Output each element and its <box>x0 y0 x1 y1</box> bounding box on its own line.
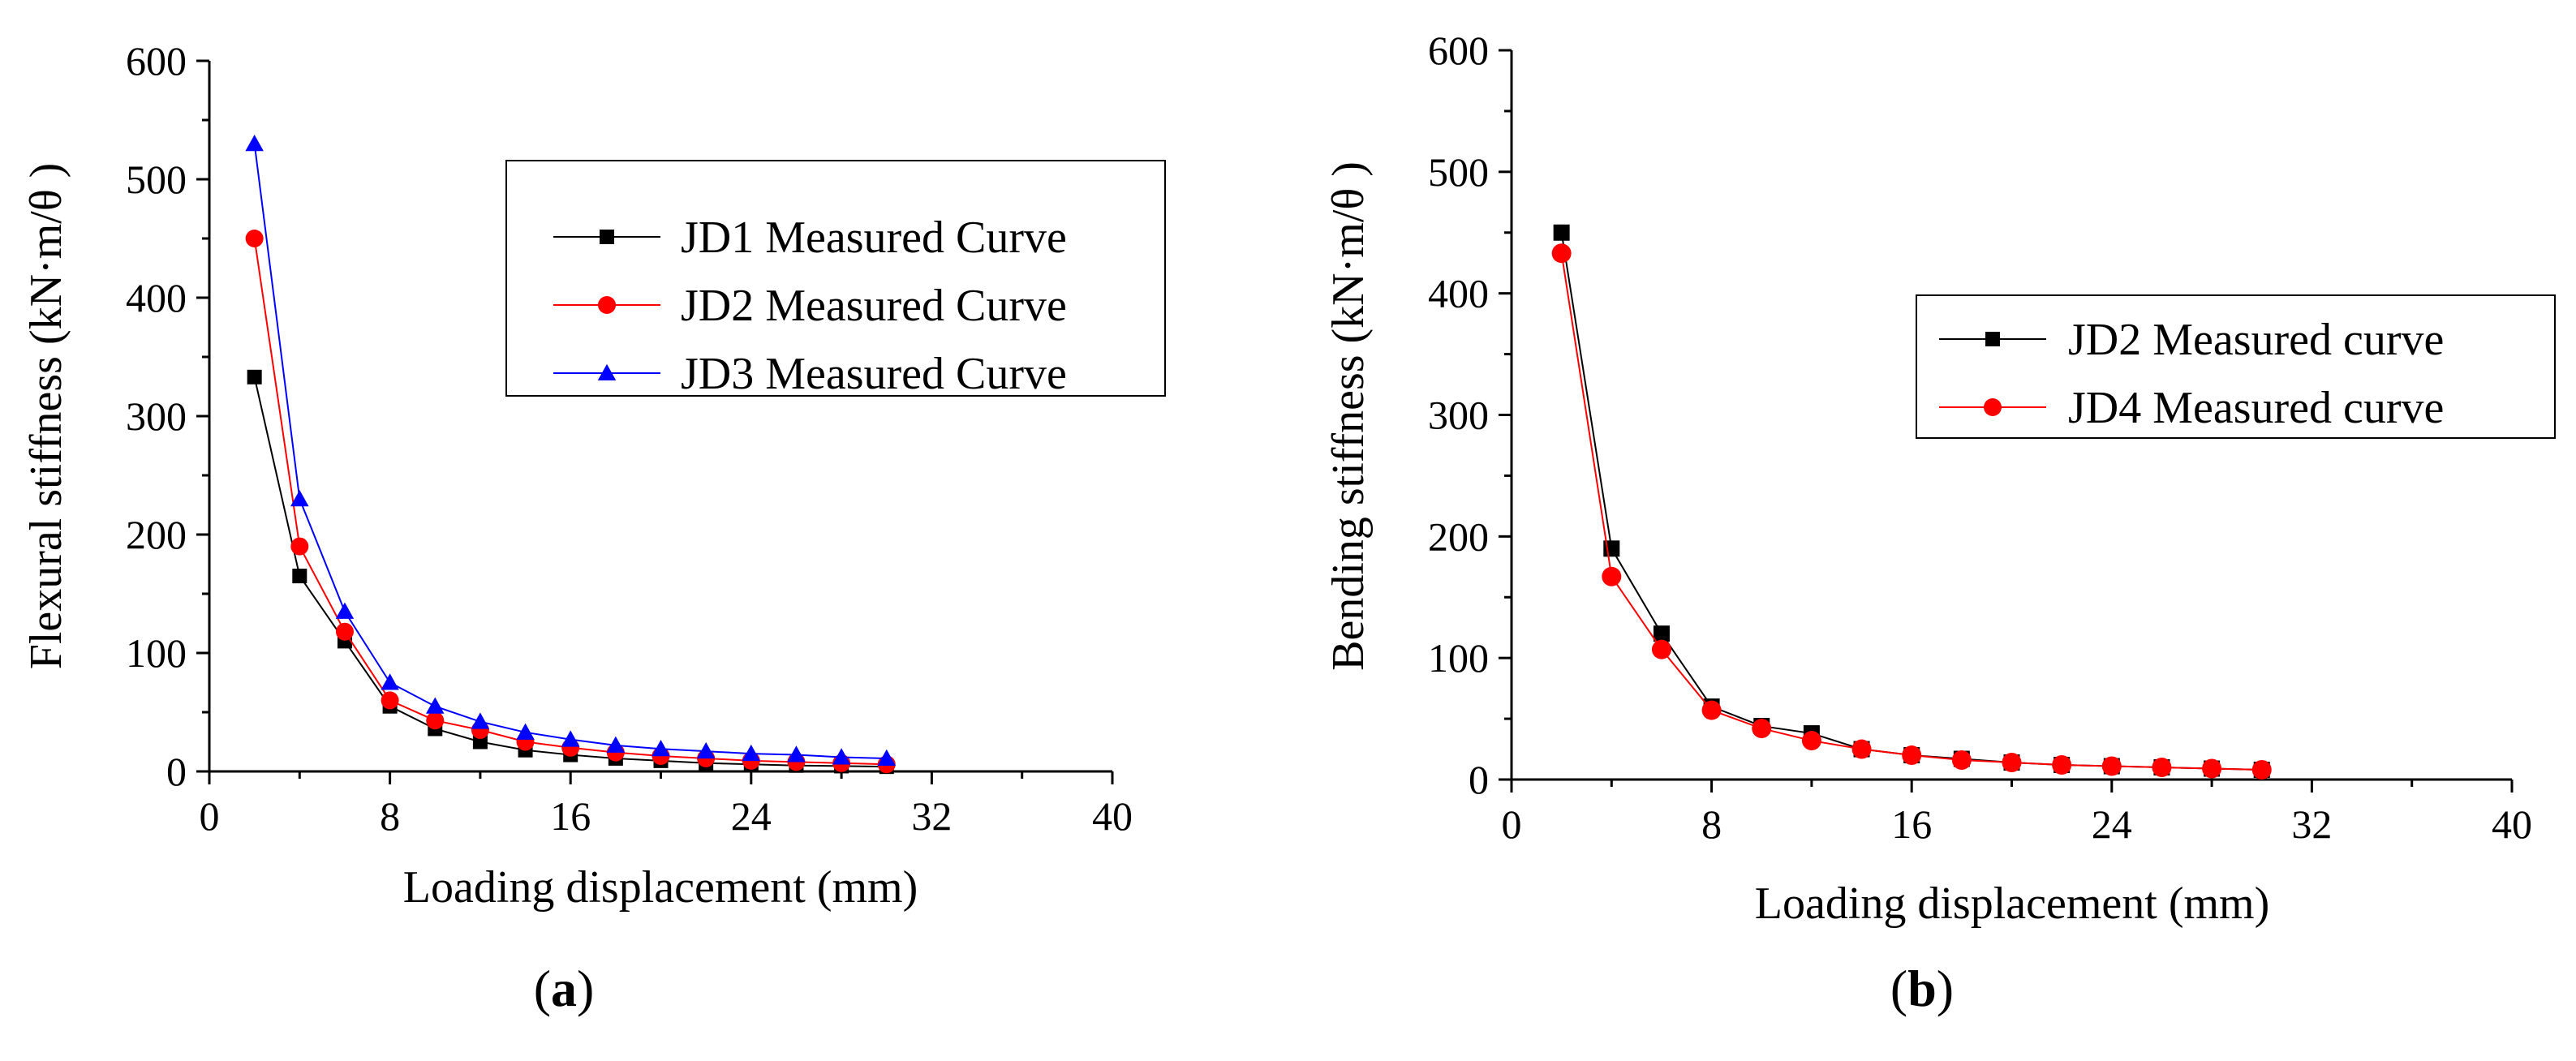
x-tick-label: 24 <box>731 793 772 839</box>
panel-label-paren: ( <box>534 960 551 1017</box>
data-point <box>245 230 264 247</box>
legend-marker <box>600 230 614 244</box>
data-point <box>2202 758 2222 779</box>
x-tick-label: 8 <box>380 793 400 839</box>
y-tick-label: 600 <box>1428 28 1489 73</box>
y-tick-label: 200 <box>126 512 187 557</box>
x-tick-label: 0 <box>1502 801 1522 847</box>
y-axis-title: Flexural stiffness (kN·m/θ ) <box>21 163 71 670</box>
data-point <box>787 745 806 762</box>
data-point <box>381 691 399 710</box>
data-point <box>1553 224 1570 241</box>
data-point <box>1701 700 1722 720</box>
legend-marker <box>598 296 616 314</box>
y-tick-label: 300 <box>1428 393 1489 438</box>
data-point <box>1551 243 1572 264</box>
legend-label: JD1 Measured Curve <box>681 213 1067 263</box>
data-point <box>471 712 490 729</box>
legend-label: JD2 Measured Curve <box>681 281 1067 331</box>
data-point <box>2101 756 2122 776</box>
data-point <box>742 744 761 762</box>
x-tick-label: 8 <box>1701 801 1722 847</box>
y-tick-label: 300 <box>126 393 187 439</box>
data-point <box>696 741 716 759</box>
data-point <box>606 736 626 753</box>
data-point <box>1902 745 1922 766</box>
data-point <box>1602 566 1622 586</box>
legend-box <box>1916 294 2556 439</box>
legend-marker <box>597 363 617 380</box>
data-point <box>1951 750 1972 771</box>
y-tick-label: 500 <box>1428 149 1489 195</box>
data-point <box>1653 625 1670 642</box>
data-point <box>245 134 264 152</box>
data-point <box>1851 739 1872 759</box>
panel-label: (b) <box>1890 960 1954 1017</box>
x-tick-label: 32 <box>2291 801 2332 847</box>
y-tick-label: 100 <box>126 630 187 676</box>
y-tick-label: 400 <box>126 275 187 320</box>
panel-label-paren: ( <box>1890 960 1907 1017</box>
x-tick-label: 0 <box>200 793 220 839</box>
legend-marker <box>1984 398 2002 416</box>
x-axis-title: Loading displacement (mm) <box>1755 878 2269 929</box>
data-point <box>877 749 896 766</box>
data-point <box>2002 753 2022 773</box>
y-axis-title: Bending stiffness (kN·m/θ ) <box>1323 161 1374 671</box>
data-point <box>1651 639 1671 659</box>
data-point <box>290 537 309 556</box>
panel-label: (a) <box>534 960 595 1017</box>
data-point <box>381 673 399 690</box>
legend-marker <box>1985 332 2000 346</box>
y-tick-label: 0 <box>1469 757 1489 802</box>
legend-box <box>505 160 1166 397</box>
legend-label: JD2 Measured curve <box>2068 315 2444 365</box>
y-tick-label: 0 <box>166 749 187 794</box>
x-axis-title: Loading displacement (mm) <box>403 862 918 913</box>
x-tick-label: 40 <box>2492 801 2532 847</box>
data-point <box>247 369 262 384</box>
panel-label-paren: ) <box>1937 960 1954 1017</box>
legend-label: JD4 Measured curve <box>2068 383 2444 433</box>
data-point <box>2052 755 2072 775</box>
x-tick-label: 32 <box>911 793 952 839</box>
x-tick-label: 16 <box>1891 801 1932 847</box>
x-tick-label: 40 <box>1092 793 1133 839</box>
data-point <box>335 602 355 619</box>
y-tick-label: 600 <box>126 38 187 84</box>
data-point <box>2251 760 2272 780</box>
series-line <box>253 376 887 768</box>
legend-label: JD3 Measured Curve <box>681 349 1067 399</box>
data-point <box>472 734 488 750</box>
y-tick-label: 400 <box>1428 271 1489 316</box>
data-point <box>335 622 354 641</box>
y-tick-label: 500 <box>126 157 187 202</box>
x-tick-label: 16 <box>550 793 591 839</box>
data-point <box>426 697 445 714</box>
data-point <box>1801 731 1821 751</box>
data-point <box>2152 758 2172 778</box>
data-point <box>290 489 309 507</box>
panel-label-paren: ) <box>577 960 594 1017</box>
x-tick-label: 24 <box>2092 801 2132 847</box>
data-point <box>292 569 307 584</box>
data-point <box>832 748 851 765</box>
data-point <box>426 711 445 730</box>
data-point <box>516 723 535 740</box>
data-point <box>652 740 670 757</box>
data-point <box>1752 719 1772 739</box>
panel-label-letter: a <box>551 960 577 1017</box>
data-point <box>561 730 580 747</box>
y-tick-label: 100 <box>1428 635 1489 681</box>
y-tick-label: 200 <box>1428 513 1489 559</box>
panel-label-letter: b <box>1907 960 1937 1017</box>
